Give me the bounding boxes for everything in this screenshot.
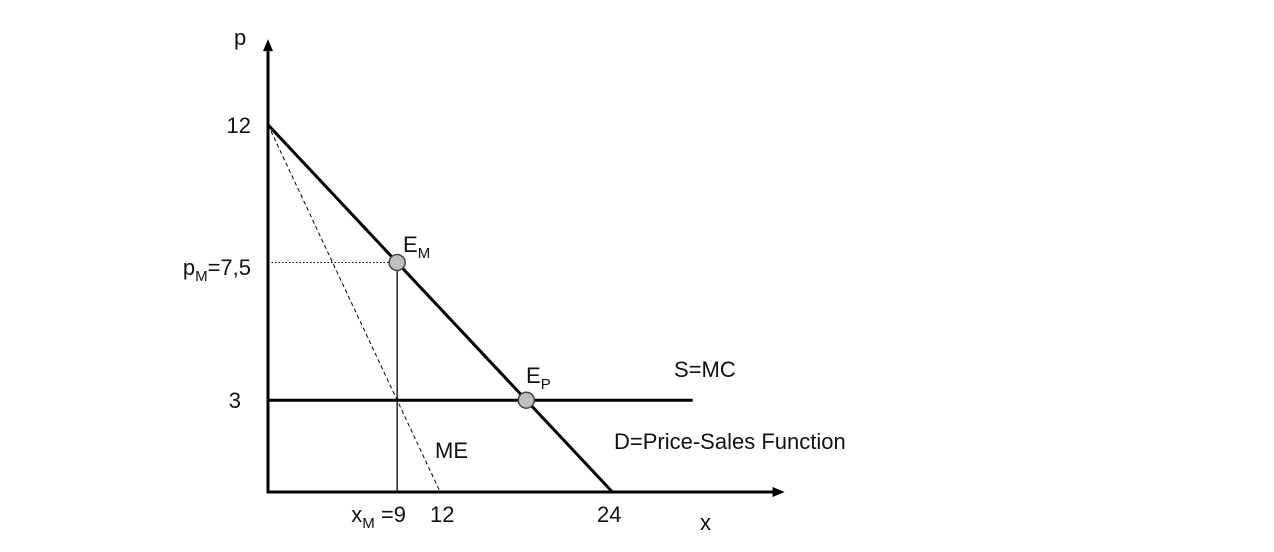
y-tick-label-12: 12 [227,113,251,138]
y-tick-label-pm: pM=7,5 [183,255,251,285]
x-tick-label-12: 12 [430,502,454,527]
x-axis-arrow [772,487,785,497]
y-axis-label: p [234,25,246,50]
demand-curve-label: D=Price-Sales Function [614,429,846,454]
x-tick-label-24: 24 [597,502,621,527]
y-axis-arrow [263,39,273,52]
guide-lines [268,262,398,492]
mc-curve-label: S=MC [674,357,736,382]
equilibrium-markers [388,253,536,409]
em-point-label: EM [403,232,430,262]
axes [263,39,785,497]
ep-point [517,391,536,409]
curves [266,123,693,494]
y-tick-label-3: 3 [229,388,241,413]
demand-curve [266,123,614,494]
me-curve [267,124,441,493]
x-axis-label: x [700,510,711,535]
x-tick-label-xm: xM =9 [351,502,406,532]
ep-point-label: EP [526,363,551,393]
me-curve-label: ME [435,438,468,463]
em-point [388,253,406,272]
